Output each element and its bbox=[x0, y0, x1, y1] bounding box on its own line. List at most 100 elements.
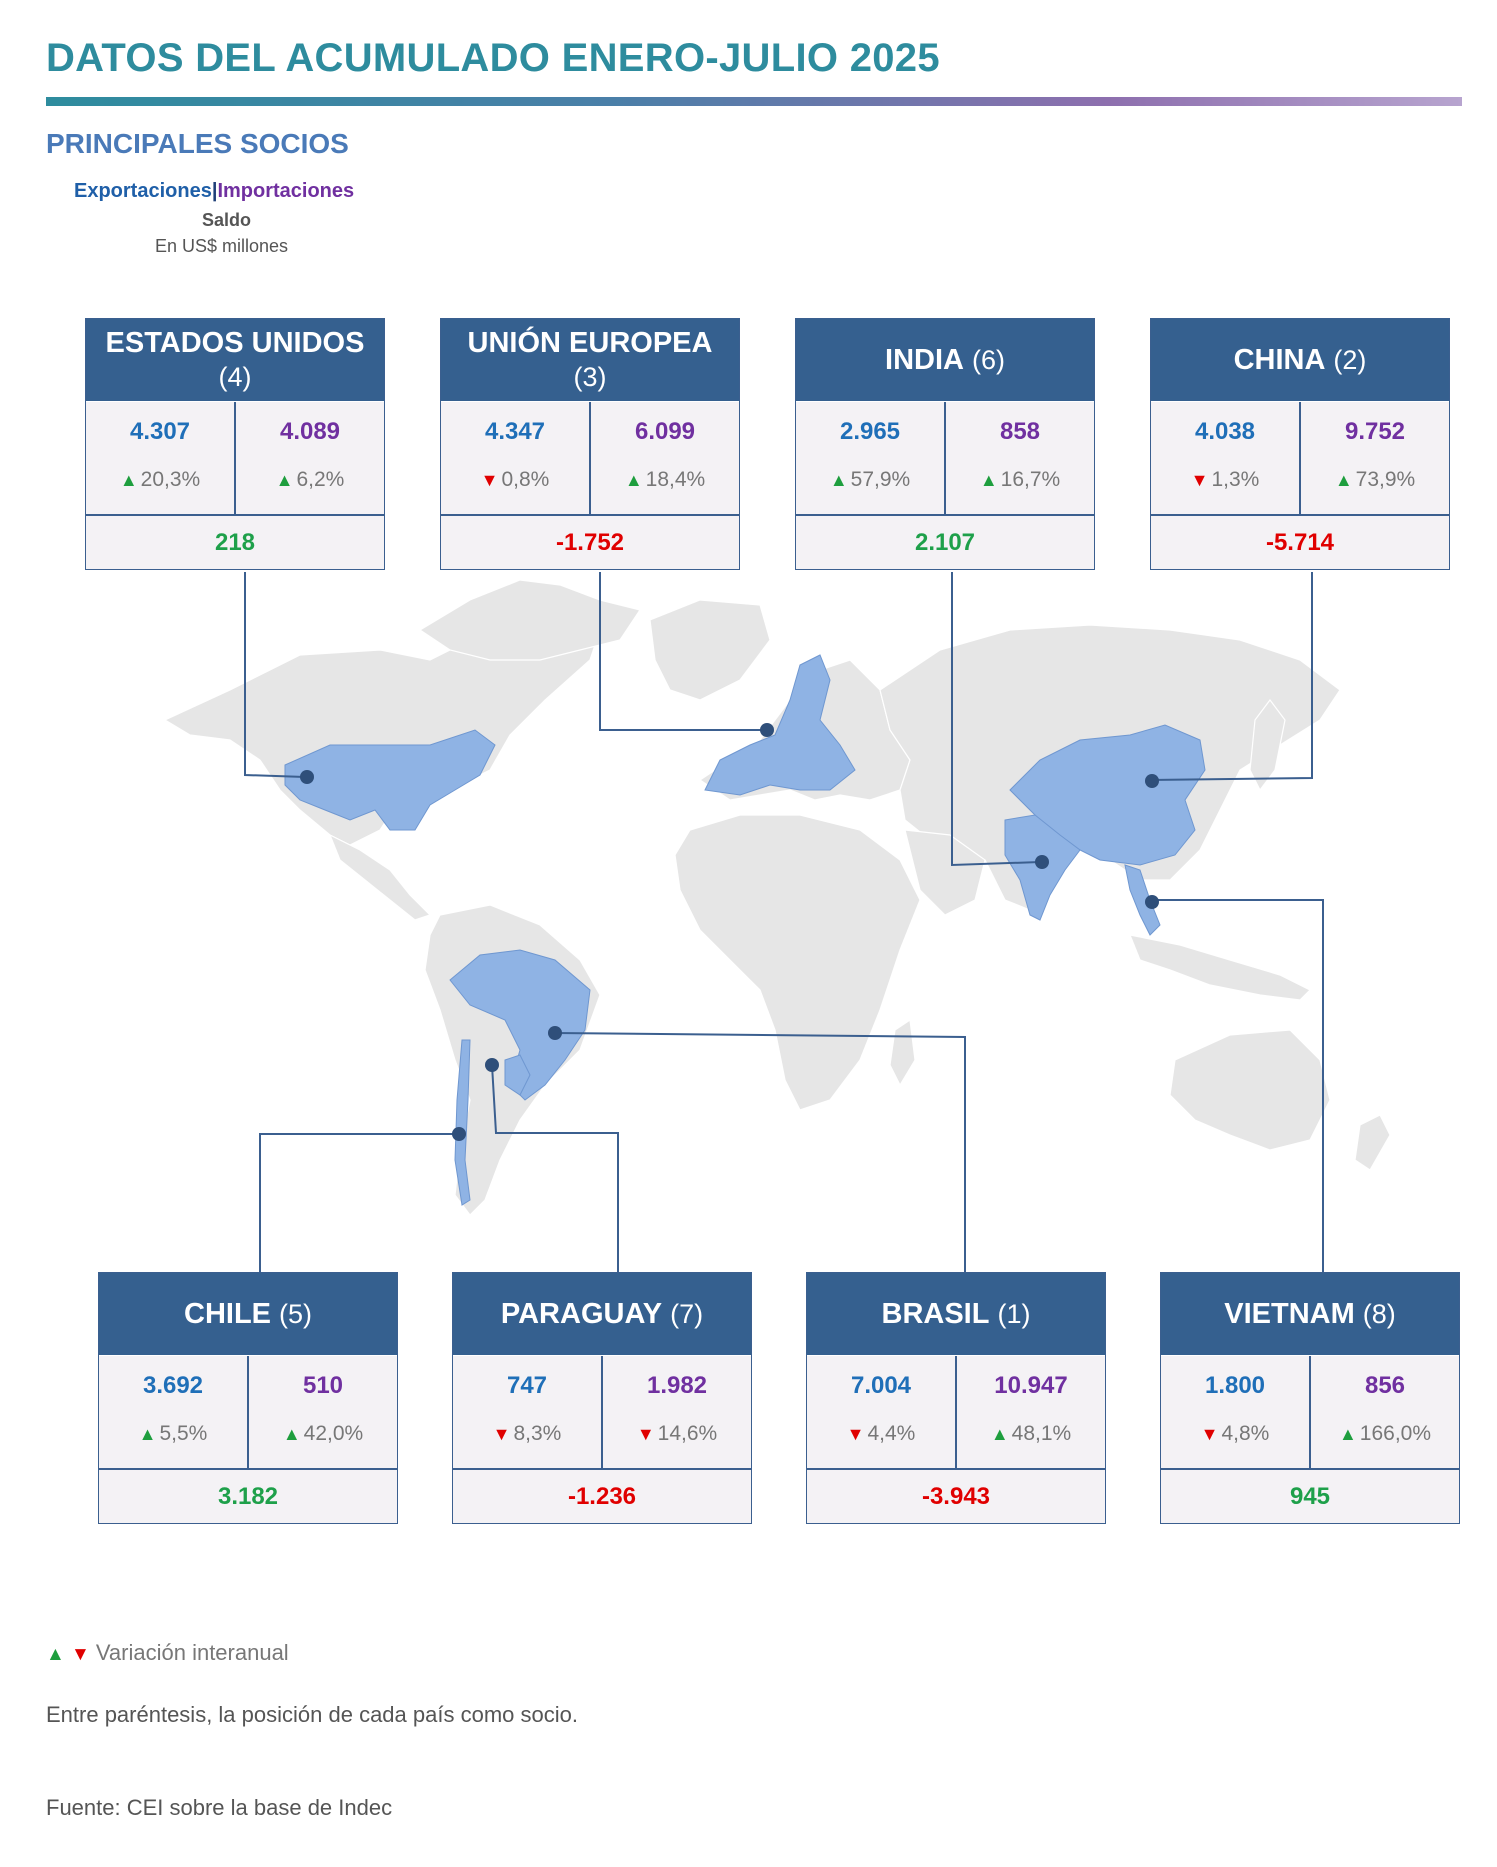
partner-position: (1) bbox=[997, 1298, 1031, 1329]
connector-paraguay bbox=[491, 1064, 619, 1272]
world-land bbox=[163, 579, 1391, 1216]
imports-value: 510 bbox=[302, 1372, 344, 1399]
card-values: 7.004 ▼ 4,4% 10.947 ▲ 48,1% bbox=[807, 1355, 1105, 1470]
imports-column: 4.089 ▲ 6,2% bbox=[236, 402, 384, 514]
connector-dots bbox=[300, 723, 1159, 1141]
greenland-shape bbox=[649, 599, 771, 701]
arabia-shape bbox=[904, 829, 986, 916]
southeast-asia-islands-shape bbox=[1129, 934, 1312, 1001]
imports-column: 6.099 ▲ 18,4% bbox=[591, 402, 739, 514]
new-zealand-shape bbox=[1354, 1114, 1391, 1171]
exports-column: 3.692 ▲ 5,5% bbox=[99, 1356, 249, 1468]
eu-highlight bbox=[704, 654, 856, 796]
imports-value: 1.982 bbox=[646, 1372, 708, 1399]
partner-position: (2) bbox=[1333, 344, 1367, 375]
up-arrow-icon: ▲ bbox=[990, 1423, 1009, 1444]
connector-brazil bbox=[554, 1032, 966, 1272]
legend-balance: Saldo bbox=[202, 210, 252, 230]
up-arrow-icon: ▲ bbox=[46, 1644, 65, 1665]
imports-column: 1.982 ▼ 14,6% bbox=[603, 1356, 751, 1468]
exports-variation: ▼ 1,3% bbox=[1190, 468, 1260, 491]
balance-value: -1.236 bbox=[567, 1483, 637, 1510]
connector-eu bbox=[599, 572, 765, 731]
imports-column: 858 ▲ 16,7% bbox=[946, 402, 1094, 514]
legend-flows: Exportaciones|Importaciones bbox=[74, 180, 354, 203]
imports-value: 856 bbox=[1364, 1372, 1406, 1399]
variation-legend: ▲ ▼ Variación interanual bbox=[46, 1640, 289, 1666]
imports-variation: ▲ 48,1% bbox=[990, 1422, 1072, 1445]
down-arrow-icon: ▼ bbox=[480, 469, 499, 490]
imports-variation: ▲ 18,4% bbox=[624, 468, 706, 491]
australia-shape bbox=[1169, 1029, 1331, 1151]
position-note: Entre paréntesis, la posición de cada pa… bbox=[46, 1702, 578, 1727]
highlighted-partners bbox=[284, 654, 1206, 1206]
down-arrow-icon: ▼ bbox=[1200, 1423, 1219, 1444]
exports-value: 747 bbox=[506, 1372, 548, 1399]
exports-value: 4.347 bbox=[484, 418, 546, 445]
card-brasil: BRASIL (1) 7.004 ▼ 4,4% 10.947 ▲ 48,1% -3.… bbox=[806, 1272, 1106, 1524]
card-chile: CHILE (5) 3.692 ▲ 5,5% 510 ▲ 42,0% 3.182 bbox=[98, 1272, 398, 1524]
up-arrow-icon: ▲ bbox=[624, 469, 643, 490]
card-values: 4.307 ▲ 20,3% 4.089 ▲ 6,2% bbox=[86, 401, 384, 516]
card-header: CHINA (2) bbox=[1151, 319, 1449, 401]
partner-position: (6) bbox=[971, 344, 1005, 375]
balance-value: 218 bbox=[214, 529, 256, 556]
exports-value: 4.307 bbox=[129, 418, 191, 445]
partner-name: CHINA bbox=[1233, 343, 1326, 376]
up-arrow-icon: ▲ bbox=[138, 1423, 157, 1444]
partner-name: CHILE bbox=[184, 1297, 271, 1330]
down-arrow-icon: ▼ bbox=[70, 1644, 90, 1665]
imports-column: 856 ▲ 166,0% bbox=[1311, 1356, 1459, 1468]
source-note: Fuente: CEI sobre la base de Indec bbox=[46, 1795, 393, 1820]
title-underline bbox=[46, 97, 1462, 106]
up-arrow-icon: ▲ bbox=[1338, 1423, 1357, 1444]
exports-column: 4.307 ▲ 20,3% bbox=[86, 402, 236, 514]
down-arrow-icon: ▼ bbox=[846, 1423, 865, 1444]
dot-vietnam bbox=[1145, 895, 1159, 909]
card-header: PARAGUAY (7) bbox=[453, 1273, 751, 1355]
connector-china bbox=[1149, 572, 1313, 781]
imports-value: 6.099 bbox=[634, 418, 696, 445]
card-header: INDIA (6) bbox=[796, 319, 1094, 401]
partner-name: UNIÓN EUROPEA bbox=[467, 327, 713, 360]
partner-position: (7) bbox=[670, 1298, 704, 1329]
partner-position: (8) bbox=[1362, 1298, 1396, 1329]
africa-shape bbox=[674, 814, 921, 1111]
partner-position: (5) bbox=[279, 1298, 312, 1329]
card-paraguay: PARAGUAY (7) 747 ▼ 8,3% 1.982 ▼ 14,6% -1.2… bbox=[452, 1272, 752, 1524]
exports-column: 747 ▼ 8,3% bbox=[453, 1356, 603, 1468]
card-vietnam: VIETNAM (8) 1.800 ▼ 4,8% 856 ▲ 166,0% 945 bbox=[1160, 1272, 1460, 1524]
card-values: 2.965 ▲ 57,9% 858 ▲ 16,7% bbox=[796, 401, 1094, 516]
paraguay-highlight bbox=[504, 1054, 531, 1096]
variation-legend-text: Variación interanual bbox=[95, 1640, 289, 1665]
imports-variation: ▲ 16,7% bbox=[979, 468, 1061, 491]
exports-column: 4.347 ▼ 0,8% bbox=[441, 402, 591, 514]
balance-value: 945 bbox=[1289, 1483, 1331, 1510]
partner-name: INDIA bbox=[885, 343, 964, 376]
connector-vietnam bbox=[1150, 899, 1324, 1272]
imports-variation: ▲ 73,9% bbox=[1334, 468, 1416, 491]
exports-value: 2.965 bbox=[839, 418, 901, 445]
page-title: DATOS DEL ACUMULADO ENERO-JULIO 2025 bbox=[46, 36, 940, 80]
card-union-europea: UNIÓN EUROPEA (3) 4.347 ▼ 0,8% 6.099 ▲ 18,… bbox=[440, 318, 740, 570]
card-header: BRASIL (1) bbox=[807, 1273, 1105, 1355]
usa-highlight bbox=[284, 729, 496, 831]
exports-column: 2.965 ▲ 57,9% bbox=[796, 402, 946, 514]
dot-eu bbox=[760, 723, 774, 737]
exports-variation: ▲ 57,9% bbox=[829, 468, 911, 491]
connector-india bbox=[951, 572, 1041, 867]
connector-chile bbox=[259, 1133, 459, 1272]
imports-variation: ▲ 166,0% bbox=[1338, 1422, 1432, 1445]
imports-value: 4.089 bbox=[279, 418, 341, 445]
partner-name: ESTADOS UNIDOS bbox=[105, 327, 365, 360]
up-arrow-icon: ▲ bbox=[282, 1423, 301, 1444]
card-values: 4.347 ▼ 0,8% 6.099 ▲ 18,4% bbox=[441, 401, 739, 516]
imports-value: 9.752 bbox=[1344, 418, 1406, 445]
exports-variation: ▲ 20,3% bbox=[119, 468, 201, 491]
imports-column: 10.947 ▲ 48,1% bbox=[957, 1356, 1105, 1468]
dot-china bbox=[1145, 774, 1159, 788]
exports-value: 3.692 bbox=[142, 1372, 204, 1399]
legend-imports: Importaciones bbox=[217, 180, 355, 202]
exports-column: 4.038 ▼ 1,3% bbox=[1151, 402, 1301, 514]
exports-variation: ▼ 8,3% bbox=[492, 1422, 562, 1445]
